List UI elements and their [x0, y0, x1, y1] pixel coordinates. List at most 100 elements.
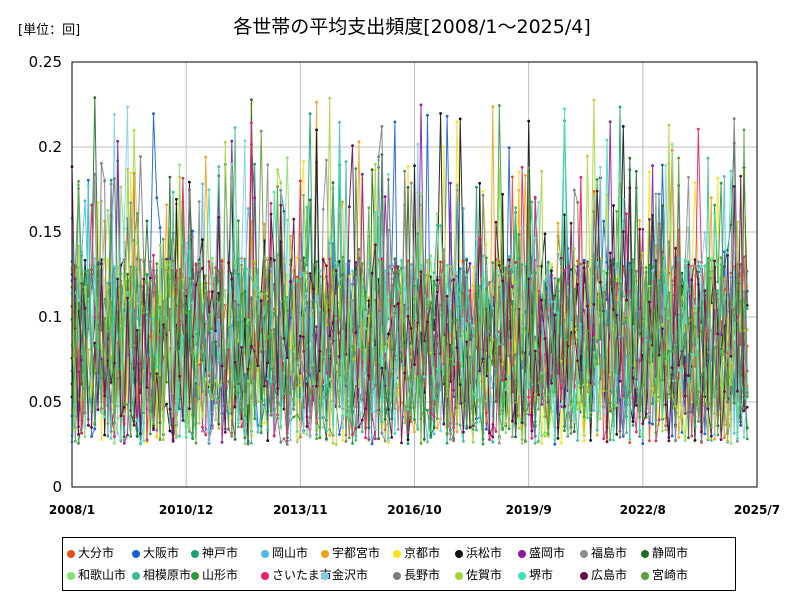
data-point [253, 162, 257, 166]
data-point [116, 432, 120, 435]
legend-label: 相模原市 [143, 568, 192, 582]
data-point [269, 380, 273, 383]
data-point [351, 144, 354, 148]
legend-label: 静岡市 [652, 546, 689, 560]
legend-marker-icon [132, 550, 140, 558]
data-point [455, 120, 459, 124]
data-point [696, 283, 700, 286]
data-point [589, 439, 592, 442]
data-point [709, 257, 713, 260]
data-point [677, 368, 681, 372]
legend-item: 堺市 [518, 566, 553, 584]
data-point [266, 439, 270, 442]
data-point [576, 439, 579, 442]
data-point [243, 260, 247, 264]
data-point [380, 431, 384, 435]
data-point [452, 388, 455, 392]
data-point [328, 241, 332, 245]
data-point [184, 436, 188, 439]
data-point [683, 258, 687, 262]
data-point [631, 420, 635, 423]
data-point [83, 306, 87, 310]
data-point [732, 117, 736, 120]
data-point [494, 331, 498, 335]
data-point [272, 190, 276, 194]
data-point [220, 440, 224, 444]
data-point [709, 439, 713, 442]
legend-label: 大阪市 [143, 546, 180, 560]
data-point [592, 197, 596, 201]
data-point [520, 421, 524, 425]
data-point [331, 267, 335, 271]
data-point [504, 388, 508, 392]
data-point [657, 279, 661, 283]
data-point [543, 391, 547, 395]
data-point [96, 260, 100, 264]
data-point [432, 396, 436, 400]
data-point [732, 269, 736, 272]
data-point [338, 278, 341, 281]
data-point [455, 412, 459, 416]
data-point [478, 420, 482, 424]
data-point [416, 372, 420, 376]
data-point [135, 329, 139, 332]
data-point [142, 260, 146, 264]
data-point [514, 263, 517, 267]
data-point [435, 212, 439, 216]
data-point [416, 427, 420, 431]
data-point [73, 266, 77, 269]
data-point [269, 212, 273, 216]
data-point [657, 192, 661, 196]
data-point [292, 408, 296, 411]
data-point [77, 433, 80, 436]
data-point [566, 408, 570, 412]
data-point [201, 416, 204, 420]
data-point [341, 358, 345, 362]
data-point [683, 320, 687, 324]
data-point [742, 128, 746, 132]
data-point [550, 381, 553, 385]
data-point [494, 337, 498, 341]
data-point [582, 360, 586, 363]
data-point [651, 402, 654, 405]
data-point [413, 284, 416, 288]
data-point [266, 294, 270, 298]
data-point [442, 145, 446, 149]
data-point [250, 381, 253, 385]
data-point [693, 426, 697, 430]
data-point [135, 242, 139, 245]
data-point [400, 441, 403, 445]
data-point [745, 269, 749, 273]
data-point [579, 322, 583, 326]
data-point [648, 439, 651, 443]
data-point [471, 440, 475, 444]
data-point [419, 103, 423, 107]
data-point [651, 269, 654, 272]
data-point [654, 439, 658, 443]
data-point [367, 314, 371, 318]
data-point [308, 112, 312, 116]
data-point [540, 298, 544, 302]
data-point [325, 158, 328, 162]
data-point [576, 380, 579, 383]
data-point [488, 369, 491, 372]
data-point [445, 433, 449, 436]
data-point [435, 391, 439, 395]
data-point [279, 355, 283, 359]
data-point [563, 355, 566, 358]
data-point [374, 428, 377, 431]
data-point [563, 269, 566, 273]
data-point [543, 232, 547, 236]
data-point [165, 257, 169, 261]
data-point [341, 438, 345, 442]
data-point [442, 260, 446, 264]
data-point [338, 285, 341, 289]
data-point [302, 431, 305, 435]
data-point [295, 440, 299, 444]
data-point [745, 405, 749, 409]
data-point [439, 260, 442, 264]
data-point [641, 337, 645, 341]
data-point [347, 275, 351, 278]
data-point [328, 257, 332, 261]
